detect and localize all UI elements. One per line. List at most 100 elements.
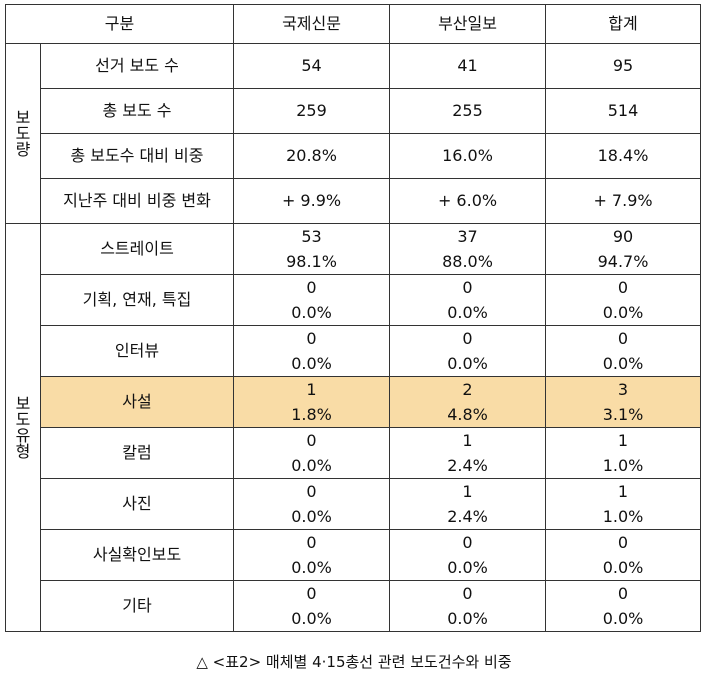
count-cell: 1 xyxy=(233,376,391,402)
count-cell: 0 xyxy=(233,478,391,504)
pct-cell: 0.0% xyxy=(389,300,547,326)
header-total: 합계 xyxy=(545,4,702,44)
value-cell: 54 xyxy=(233,43,391,89)
type-count-row: 사진 0 1 1 xyxy=(6,478,702,530)
volume-row: 총 보도 수 259 255 514 xyxy=(6,88,702,134)
type-label: 기획, 연재, 특집 xyxy=(39,274,235,326)
count-cell: 0 xyxy=(233,427,391,453)
pct-cell: 0.0% xyxy=(389,351,547,377)
type-pct-row-highlighted: 1.8% 4.8% 3.1% xyxy=(6,402,702,428)
count-cell: 0 xyxy=(545,274,702,300)
count-cell: 1 xyxy=(389,478,547,504)
count-cell: 0 xyxy=(233,529,391,555)
type-pct-row: 0.0% 2.4% 1.0% xyxy=(6,453,702,479)
pct-cell: 0.0% xyxy=(233,555,391,581)
header-row: 구분 국제신문 부산일보 합계 xyxy=(4,4,702,44)
type-label: 칼럼 xyxy=(39,427,235,479)
type-label: 사설 xyxy=(39,376,235,428)
value-cell: 95 xyxy=(545,43,702,89)
pct-cell: 1.8% xyxy=(233,402,391,428)
type-label: 사진 xyxy=(39,478,235,530)
count-cell: 0 xyxy=(233,274,391,300)
type-count-row-highlighted: 사설 1 2 3 xyxy=(6,376,702,428)
count-cell: 1 xyxy=(389,427,547,453)
type-pct-row: 0.0% 0.0% 0.0% xyxy=(6,351,702,377)
pct-cell: 0.0% xyxy=(233,453,391,479)
type-pct-row: 0.0% 2.4% 1.0% xyxy=(6,504,702,530)
count-cell: 2 xyxy=(389,376,547,402)
type-count-row: 인터뷰 0 0 0 xyxy=(6,325,702,377)
pct-cell: 1.0% xyxy=(545,504,702,530)
volume-row: 총 보도수 대비 비중 20.8% 16.0% 18.4% xyxy=(6,133,702,179)
header-kookje: 국제신문 xyxy=(233,4,391,44)
count-cell: 0 xyxy=(545,529,702,555)
type-count-row: 기획, 연재, 특집 0 0 0 xyxy=(6,274,702,326)
pct-cell: 0.0% xyxy=(545,300,702,326)
count-cell: 3 xyxy=(545,376,702,402)
count-cell: 0 xyxy=(389,274,547,300)
value-cell: + 7.9% xyxy=(545,178,702,224)
row-label: 총 보도수 대비 비중 xyxy=(39,133,235,179)
count-cell: 0 xyxy=(233,325,391,351)
header-busan: 부산일보 xyxy=(389,4,547,44)
count-cell: 0 xyxy=(389,529,547,555)
pct-cell: 2.4% xyxy=(389,453,547,479)
type-pct-row: 98.1% 88.0% 94.7% xyxy=(6,249,702,275)
type-label: 인터뷰 xyxy=(39,325,235,377)
count-cell: 0 xyxy=(233,580,391,606)
pct-cell: 0.0% xyxy=(545,555,702,581)
row-label: 선거 보도 수 xyxy=(39,43,235,89)
count-cell: 90 xyxy=(545,223,702,249)
type-count-row: 사실확인보도 0 0 0 xyxy=(6,529,702,581)
pct-cell: 88.0% xyxy=(389,249,547,275)
value-cell: 259 xyxy=(233,88,391,134)
type-label: 스트레이트 xyxy=(39,223,235,275)
pct-cell: 2.4% xyxy=(389,504,547,530)
count-cell: 1 xyxy=(545,478,702,504)
row-label: 총 보도 수 xyxy=(39,88,235,134)
count-cell: 0 xyxy=(389,325,547,351)
type-pct-row: 0.0% 0.0% 0.0% xyxy=(6,555,702,581)
pct-cell: 98.1% xyxy=(233,249,391,275)
pct-cell: 0.0% xyxy=(389,606,547,632)
count-cell: 53 xyxy=(233,223,391,249)
pct-cell: 0.0% xyxy=(233,300,391,326)
type-label: 기타 xyxy=(39,580,235,632)
count-cell: 0 xyxy=(545,580,702,606)
pct-cell: 4.8% xyxy=(389,402,547,428)
type-label: 사실확인보도 xyxy=(39,529,235,581)
value-cell: 16.0% xyxy=(389,133,547,179)
row-label: 지난주 대비 비중 변화 xyxy=(39,178,235,224)
table-caption: △ <표2> 매체별 4·15총선 관련 보도건수와 비중 xyxy=(196,653,512,671)
pct-cell: 1.0% xyxy=(545,453,702,479)
type-count-row: 칼럼 0 1 1 xyxy=(6,427,702,479)
pct-cell: 94.7% xyxy=(545,249,702,275)
pct-cell: 0.0% xyxy=(233,606,391,632)
pct-cell: 0.0% xyxy=(545,351,702,377)
count-cell: 0 xyxy=(389,580,547,606)
count-cell: 0 xyxy=(545,325,702,351)
value-cell: + 6.0% xyxy=(389,178,547,224)
pct-cell: 0.0% xyxy=(389,555,547,581)
header-category: 구분 xyxy=(4,4,235,44)
count-cell: 37 xyxy=(389,223,547,249)
value-cell: 41 xyxy=(389,43,547,89)
value-cell: 514 xyxy=(545,88,702,134)
pct-cell: 0.0% xyxy=(233,351,391,377)
pct-cell: 0.0% xyxy=(545,606,702,632)
value-cell: + 9.9% xyxy=(233,178,391,224)
value-cell: 20.8% xyxy=(233,133,391,179)
pct-cell: 0.0% xyxy=(233,504,391,530)
pct-cell: 3.1% xyxy=(545,402,702,428)
value-cell: 18.4% xyxy=(545,133,702,179)
count-cell: 1 xyxy=(545,427,702,453)
volume-row: 지난주 대비 비중 변화 + 9.9% + 6.0% + 7.9% xyxy=(6,178,702,224)
type-count-row: 기타 0 0 0 xyxy=(6,580,702,632)
type-pct-row: 0.0% 0.0% 0.0% xyxy=(6,606,702,632)
value-cell: 255 xyxy=(389,88,547,134)
